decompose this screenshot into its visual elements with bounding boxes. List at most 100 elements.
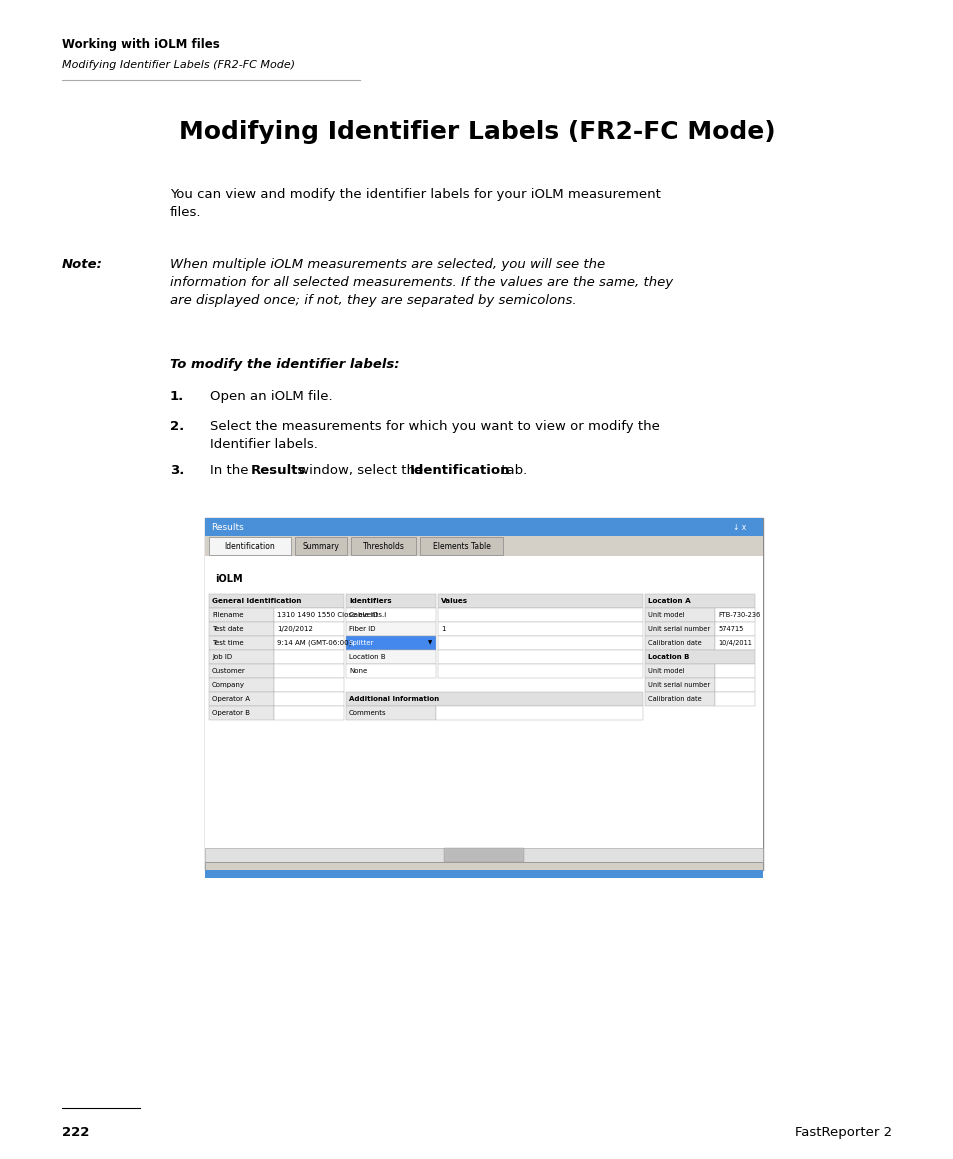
- Text: Modifying Identifier Labels (FR2-FC Mode): Modifying Identifier Labels (FR2-FC Mode…: [178, 121, 775, 144]
- Text: Comments: Comments: [349, 710, 386, 716]
- Text: Location B: Location B: [647, 654, 689, 659]
- Bar: [437, 636, 642, 650]
- Text: Results: Results: [211, 523, 244, 532]
- Text: 9:14 AM (GMT-06:00): 9:14 AM (GMT-06:00): [276, 640, 351, 647]
- Bar: [437, 608, 642, 622]
- Bar: [346, 664, 436, 678]
- Bar: [644, 622, 714, 636]
- Text: Job ID: Job ID: [212, 654, 232, 659]
- Text: Company: Company: [212, 681, 245, 688]
- Text: Splitter: Splitter: [349, 640, 374, 646]
- Text: tab.: tab.: [497, 464, 526, 478]
- Bar: [346, 636, 436, 650]
- Text: Modifying Identifier Labels (FR2-FC Mode): Modifying Identifier Labels (FR2-FC Mode…: [62, 60, 294, 70]
- Bar: [714, 678, 754, 692]
- Text: In the: In the: [210, 464, 253, 478]
- Bar: [274, 692, 344, 706]
- Text: 2.: 2.: [170, 420, 184, 433]
- Bar: [209, 636, 274, 650]
- Text: Operator A: Operator A: [212, 697, 250, 702]
- Bar: [714, 608, 754, 622]
- Text: Location B: Location B: [349, 654, 385, 659]
- Bar: [209, 678, 274, 692]
- Bar: [346, 706, 436, 720]
- Text: Calibration date: Calibration date: [647, 640, 701, 646]
- Bar: [437, 664, 642, 678]
- Bar: [437, 595, 642, 608]
- Text: Identifiers: Identifiers: [349, 598, 392, 604]
- Bar: [644, 678, 714, 692]
- Bar: [205, 535, 762, 556]
- Text: 1310 1490 1550 Close events.i: 1310 1490 1550 Close events.i: [276, 612, 386, 618]
- Text: Results: Results: [251, 464, 306, 478]
- Text: Elements Table: Elements Table: [432, 541, 490, 551]
- Text: General Identification: General Identification: [212, 598, 301, 604]
- Text: 222: 222: [62, 1127, 90, 1139]
- Bar: [205, 556, 762, 870]
- Bar: [346, 692, 642, 706]
- Bar: [274, 678, 344, 692]
- Text: Filename: Filename: [212, 612, 243, 618]
- Bar: [209, 692, 274, 706]
- Bar: [205, 518, 762, 870]
- Text: Test time: Test time: [212, 640, 243, 646]
- Bar: [346, 608, 436, 622]
- Text: ▼: ▼: [428, 641, 432, 646]
- Bar: [419, 537, 502, 555]
- Text: Calibration date: Calibration date: [647, 697, 701, 702]
- Bar: [346, 650, 436, 664]
- Text: 10/4/2011: 10/4/2011: [718, 640, 751, 646]
- Text: Summary: Summary: [302, 541, 339, 551]
- Bar: [644, 636, 714, 650]
- Text: Fiber ID: Fiber ID: [349, 626, 375, 632]
- Bar: [205, 848, 762, 862]
- Text: FTB-730-236: FTB-730-236: [718, 612, 760, 618]
- Bar: [274, 664, 344, 678]
- Text: Location A: Location A: [647, 598, 690, 604]
- Bar: [346, 595, 436, 608]
- Bar: [714, 622, 754, 636]
- Bar: [644, 692, 714, 706]
- Text: Unit model: Unit model: [647, 612, 684, 618]
- Text: Identification: Identification: [224, 541, 275, 551]
- Bar: [436, 706, 642, 720]
- Bar: [644, 595, 754, 608]
- Text: Values: Values: [440, 598, 468, 604]
- Text: 3.: 3.: [170, 464, 184, 478]
- Text: iOLM: iOLM: [214, 574, 242, 584]
- Bar: [205, 870, 762, 879]
- Bar: [274, 608, 344, 622]
- Bar: [294, 537, 347, 555]
- Text: When multiple iOLM measurements are selected, you will see the
information for a: When multiple iOLM measurements are sele…: [170, 258, 673, 307]
- Text: Additional Information: Additional Information: [349, 697, 438, 702]
- Bar: [274, 636, 344, 650]
- Bar: [351, 537, 416, 555]
- Bar: [714, 636, 754, 650]
- Text: Cable ID: Cable ID: [349, 612, 377, 618]
- Bar: [274, 706, 344, 720]
- Bar: [714, 692, 754, 706]
- Bar: [209, 650, 274, 664]
- Text: 1: 1: [440, 626, 445, 632]
- Bar: [209, 595, 344, 608]
- Text: 1.: 1.: [170, 389, 184, 403]
- Bar: [644, 608, 714, 622]
- Text: Note:: Note:: [62, 258, 103, 271]
- Text: None: None: [349, 668, 367, 675]
- Text: Select the measurements for which you want to view or modify the
Identifier labe: Select the measurements for which you wa…: [210, 420, 659, 451]
- Bar: [443, 848, 523, 862]
- Bar: [209, 608, 274, 622]
- Text: Unit serial number: Unit serial number: [647, 681, 709, 688]
- Bar: [437, 650, 642, 664]
- Text: Operator B: Operator B: [212, 710, 250, 716]
- Bar: [437, 622, 642, 636]
- Bar: [209, 664, 274, 678]
- Text: Unit model: Unit model: [647, 668, 684, 675]
- Text: window, select the: window, select the: [294, 464, 427, 478]
- Text: Customer: Customer: [212, 668, 246, 675]
- Text: Unit serial number: Unit serial number: [647, 626, 709, 632]
- Text: Test date: Test date: [212, 626, 243, 632]
- Bar: [209, 537, 291, 555]
- Bar: [209, 622, 274, 636]
- Text: To modify the identifier labels:: To modify the identifier labels:: [170, 358, 399, 371]
